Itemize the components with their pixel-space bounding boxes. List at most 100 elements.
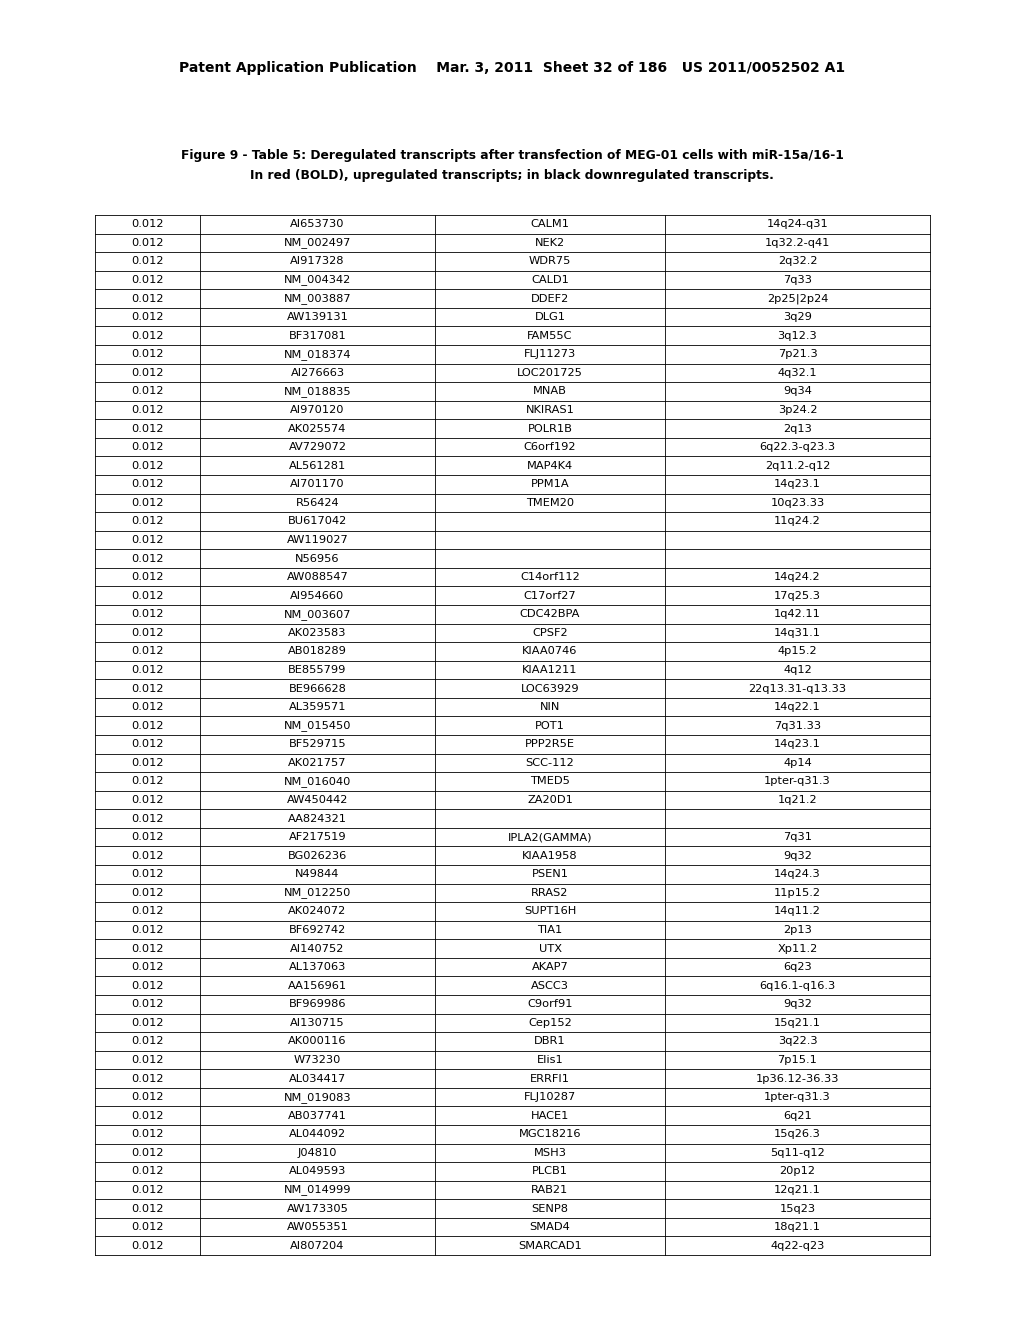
Text: 7q31: 7q31 (783, 832, 812, 842)
Text: 0.012: 0.012 (131, 572, 164, 582)
Text: 1q42.11: 1q42.11 (774, 610, 821, 619)
Text: AW119027: AW119027 (287, 535, 348, 545)
Text: AL034417: AL034417 (289, 1073, 346, 1084)
Text: SMARCAD1: SMARCAD1 (518, 1241, 582, 1251)
Text: HACE1: HACE1 (530, 1110, 569, 1121)
Text: 0.012: 0.012 (131, 479, 164, 490)
Text: NM_019083: NM_019083 (284, 1092, 351, 1102)
Text: 0.012: 0.012 (131, 350, 164, 359)
Text: 0.012: 0.012 (131, 981, 164, 991)
Text: 3q12.3: 3q12.3 (777, 331, 817, 341)
Text: BE855799: BE855799 (289, 665, 347, 675)
Text: 14q22.1: 14q22.1 (774, 702, 821, 713)
Text: 0.012: 0.012 (131, 665, 164, 675)
Text: AK023583: AK023583 (288, 628, 347, 638)
Text: AK024072: AK024072 (289, 907, 347, 916)
Text: ZA20D1: ZA20D1 (527, 795, 573, 805)
Text: 0.012: 0.012 (131, 1130, 164, 1139)
Text: AW139131: AW139131 (287, 312, 348, 322)
Text: 0.012: 0.012 (131, 925, 164, 935)
Text: FAM55C: FAM55C (527, 331, 572, 341)
Text: AL044092: AL044092 (289, 1130, 346, 1139)
Text: CALM1: CALM1 (530, 219, 569, 230)
Text: 15q26.3: 15q26.3 (774, 1130, 821, 1139)
Text: In red (BOLD), upregulated transcripts; in black downregulated transcripts.: In red (BOLD), upregulated transcripts; … (250, 169, 774, 181)
Text: LOC201725: LOC201725 (517, 368, 583, 378)
Text: AB037741: AB037741 (288, 1110, 347, 1121)
Text: 4q32.1: 4q32.1 (777, 368, 817, 378)
Text: CDC42BPA: CDC42BPA (520, 610, 581, 619)
Text: NM_014999: NM_014999 (284, 1184, 351, 1196)
Text: AK021757: AK021757 (288, 758, 347, 768)
Text: AI130715: AI130715 (290, 1018, 345, 1028)
Text: 5q11-q12: 5q11-q12 (770, 1148, 825, 1158)
Text: BF529715: BF529715 (289, 739, 346, 750)
Text: J04810: J04810 (298, 1148, 337, 1158)
Text: BG026236: BG026236 (288, 850, 347, 861)
Text: 1pter-q31.3: 1pter-q31.3 (764, 1092, 830, 1102)
Text: AW088547: AW088547 (287, 572, 348, 582)
Text: C6orf192: C6orf192 (523, 442, 577, 453)
Text: 3q22.3: 3q22.3 (777, 1036, 817, 1047)
Text: SMAD4: SMAD4 (529, 1222, 570, 1232)
Text: 0.012: 0.012 (131, 1018, 164, 1028)
Text: AW173305: AW173305 (287, 1204, 348, 1213)
Text: PLCB1: PLCB1 (532, 1167, 568, 1176)
Text: 0.012: 0.012 (131, 387, 164, 396)
Text: 7p21.3: 7p21.3 (777, 350, 817, 359)
Text: 0.012: 0.012 (131, 424, 164, 433)
Text: FLJ11273: FLJ11273 (524, 350, 577, 359)
Text: 0.012: 0.012 (131, 944, 164, 953)
Text: 6q16.1-q16.3: 6q16.1-q16.3 (760, 981, 836, 991)
Text: AL359571: AL359571 (289, 702, 346, 713)
Text: 0.012: 0.012 (131, 238, 164, 248)
Text: 4p15.2: 4p15.2 (777, 647, 817, 656)
Text: 0.012: 0.012 (131, 758, 164, 768)
Text: 2q32.2: 2q32.2 (778, 256, 817, 267)
Text: AI701170: AI701170 (290, 479, 345, 490)
Text: 2q11.2-q12: 2q11.2-q12 (765, 461, 830, 471)
Text: 0.012: 0.012 (131, 553, 164, 564)
Text: NM_003887: NM_003887 (284, 293, 351, 304)
Text: 0.012: 0.012 (131, 275, 164, 285)
Text: 7p15.1: 7p15.1 (777, 1055, 817, 1065)
Text: 1p36.12-36.33: 1p36.12-36.33 (756, 1073, 840, 1084)
Text: 0.012: 0.012 (131, 219, 164, 230)
Text: BE966628: BE966628 (289, 684, 346, 693)
Text: MGC18216: MGC18216 (519, 1130, 582, 1139)
Text: AI917328: AI917328 (290, 256, 345, 267)
Text: NM_016040: NM_016040 (284, 776, 351, 787)
Text: AF217519: AF217519 (289, 832, 346, 842)
Text: 14q24.2: 14q24.2 (774, 572, 821, 582)
Text: DBR1: DBR1 (535, 1036, 566, 1047)
Text: AV729072: AV729072 (289, 442, 346, 453)
Text: PPP2R5E: PPP2R5E (525, 739, 575, 750)
Text: ASCC3: ASCC3 (531, 981, 569, 991)
Text: 0.012: 0.012 (131, 647, 164, 656)
Text: 2p25|2p24: 2p25|2p24 (767, 293, 828, 304)
Text: 9q34: 9q34 (783, 387, 812, 396)
Text: KIAA1211: KIAA1211 (522, 665, 578, 675)
Text: AW450442: AW450442 (287, 795, 348, 805)
Text: POLR1B: POLR1B (527, 424, 572, 433)
Text: 14q11.2: 14q11.2 (774, 907, 821, 916)
Text: 1pter-q31.3: 1pter-q31.3 (764, 776, 830, 787)
Text: 0.012: 0.012 (131, 832, 164, 842)
Text: 0.012: 0.012 (131, 999, 164, 1010)
Text: 0.012: 0.012 (131, 1185, 164, 1195)
Text: 0.012: 0.012 (131, 591, 164, 601)
Text: Figure 9 - Table 5: Deregulated transcripts after transfection of MEG-01 cells w: Figure 9 - Table 5: Deregulated transcri… (180, 149, 844, 161)
Text: 14q24-q31: 14q24-q31 (767, 219, 828, 230)
Text: PSEN1: PSEN1 (531, 870, 568, 879)
Text: UTX: UTX (539, 944, 561, 953)
Text: W73230: W73230 (294, 1055, 341, 1065)
Text: 0.012: 0.012 (131, 795, 164, 805)
Text: 0.012: 0.012 (131, 256, 164, 267)
Text: 6q23: 6q23 (783, 962, 812, 972)
Text: 0.012: 0.012 (131, 535, 164, 545)
Text: NIN: NIN (540, 702, 560, 713)
Text: AL137063: AL137063 (289, 962, 346, 972)
Text: CALD1: CALD1 (531, 275, 569, 285)
Text: 0.012: 0.012 (131, 702, 164, 713)
Text: 0.012: 0.012 (131, 1036, 164, 1047)
